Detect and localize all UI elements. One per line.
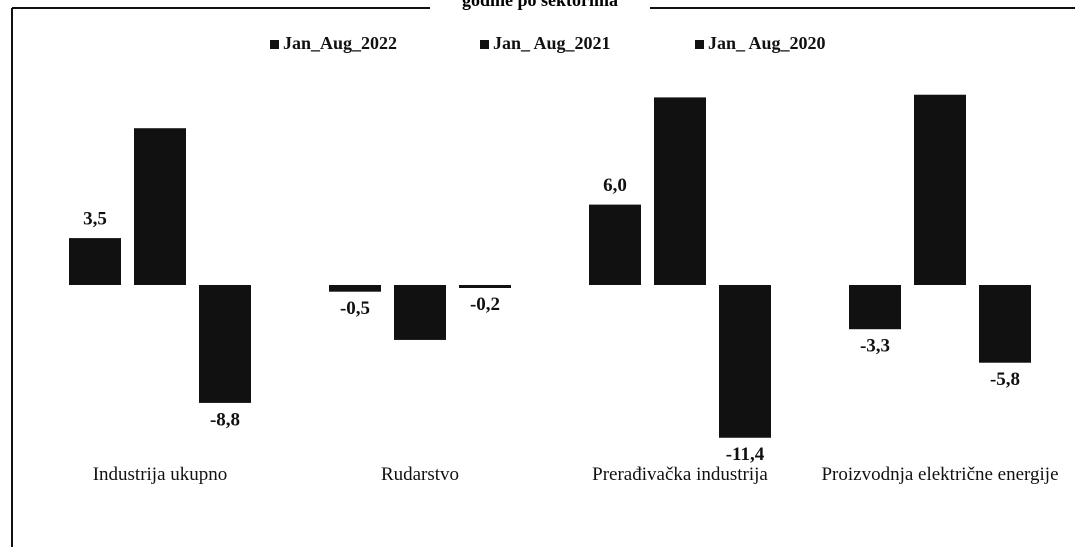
bar bbox=[979, 285, 1031, 363]
bar bbox=[589, 204, 641, 285]
bar bbox=[459, 285, 511, 288]
data-label: 3,5 bbox=[83, 208, 107, 229]
data-label: -0,5 bbox=[340, 298, 370, 319]
bar bbox=[914, 94, 966, 285]
data-label: -3,3 bbox=[860, 336, 890, 357]
bar bbox=[849, 285, 901, 330]
category-label: Rudarstvo bbox=[380, 464, 460, 485]
legend-swatch bbox=[695, 40, 704, 49]
bar bbox=[134, 128, 186, 285]
legend-label: Jan_ Aug_2020 bbox=[708, 33, 826, 53]
bar bbox=[719, 285, 771, 438]
chart-title: godine po sektorima bbox=[462, 0, 618, 10]
bar bbox=[329, 285, 381, 292]
bar bbox=[69, 238, 121, 285]
data-label: -5,8 bbox=[990, 369, 1020, 390]
legend-label: Jan_ Aug_2021 bbox=[493, 33, 611, 53]
bar bbox=[394, 285, 446, 340]
legend-swatch bbox=[270, 40, 279, 49]
category-label: Proizvodnja električne energije bbox=[821, 464, 1059, 485]
data-label: -11,4 bbox=[726, 444, 765, 465]
category-label: Prerađivačka industrija bbox=[592, 464, 768, 485]
data-label: 6,0 bbox=[603, 175, 627, 196]
data-label: -8,8 bbox=[210, 409, 240, 430]
data-label: -0,2 bbox=[470, 294, 500, 315]
bar bbox=[199, 285, 251, 403]
bar bbox=[654, 97, 706, 286]
legend-swatch bbox=[480, 40, 489, 49]
category-label: Industrija ukupno bbox=[92, 464, 228, 485]
legend-label: Jan_Aug_2022 bbox=[283, 33, 397, 53]
